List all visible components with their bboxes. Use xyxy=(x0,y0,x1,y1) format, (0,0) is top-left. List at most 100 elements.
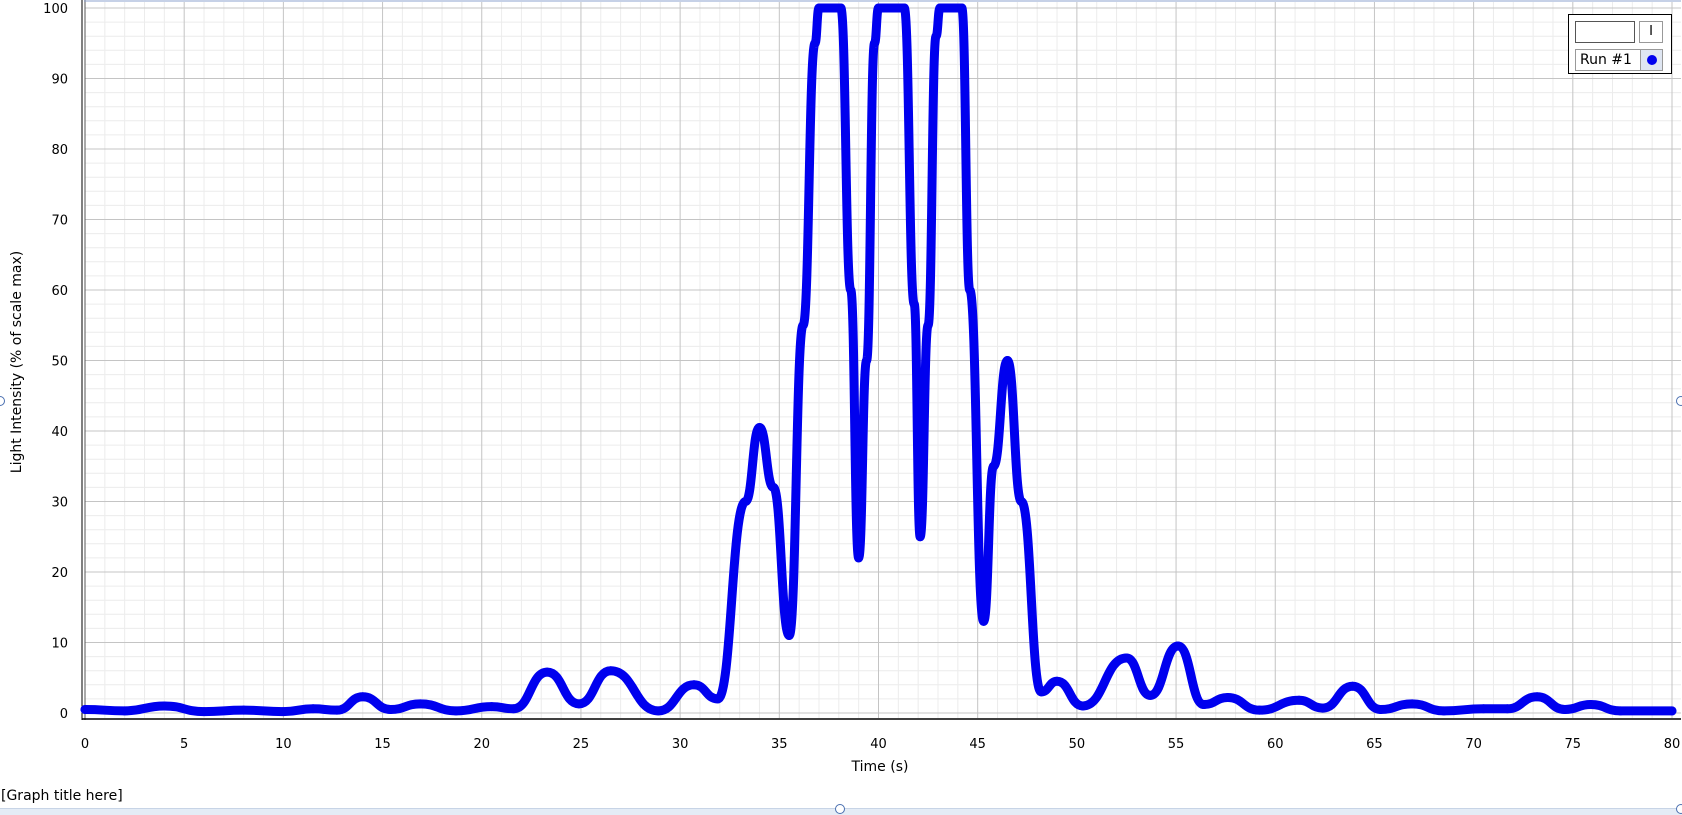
resize-handle-bottom-center[interactable] xyxy=(835,804,845,814)
data-point xyxy=(862,356,872,365)
x-tick-label: 30 xyxy=(672,737,689,752)
data-point xyxy=(1586,700,1596,710)
data-point xyxy=(909,299,919,309)
data-point xyxy=(854,553,864,563)
data-point xyxy=(1348,681,1358,691)
data-point xyxy=(1036,687,1046,697)
data-point xyxy=(810,38,820,48)
data-point xyxy=(358,692,368,702)
y-tick-label: 40 xyxy=(51,425,68,440)
series-points-run-1 xyxy=(80,3,1677,717)
data-point xyxy=(1254,705,1264,715)
x-tick-label: 10 xyxy=(275,737,292,752)
data-point xyxy=(989,461,999,471)
x-tick-label: 0 xyxy=(81,737,89,752)
data-point xyxy=(814,3,824,13)
legend-swatch-cell[interactable] xyxy=(1640,50,1662,70)
data-point xyxy=(689,680,699,690)
x-tick-label: 35 xyxy=(771,737,788,752)
data-point xyxy=(487,702,497,712)
y-tick-label: 50 xyxy=(51,355,68,370)
x-tick-label: 50 xyxy=(1069,737,1086,752)
data-point xyxy=(1532,692,1542,702)
x-tick-label: 65 xyxy=(1366,737,1383,752)
data-point xyxy=(1439,706,1449,716)
legend[interactable]: I Run #1 xyxy=(1568,14,1672,74)
data-point xyxy=(1016,497,1026,506)
data-point xyxy=(199,707,209,717)
x-tick-label: 20 xyxy=(473,737,490,752)
data-point xyxy=(574,699,584,709)
legend-blank-cell xyxy=(1575,21,1635,43)
data-point xyxy=(935,3,945,13)
data-point xyxy=(784,630,794,640)
data-point xyxy=(508,704,518,714)
data-point xyxy=(451,706,461,716)
y-tick-label: 70 xyxy=(51,214,68,229)
data-point xyxy=(278,707,288,717)
legend-column-header: I xyxy=(1639,21,1663,43)
major-gridlines xyxy=(84,2,1681,718)
data-point xyxy=(846,285,856,295)
y-tick-label: 100 xyxy=(43,2,68,17)
legend-label: Run #1 xyxy=(1580,52,1632,68)
series-marker-icon xyxy=(1647,55,1657,65)
data-point xyxy=(653,706,663,716)
data-point xyxy=(915,532,925,542)
x-tick-label: 60 xyxy=(1267,737,1284,752)
data-point xyxy=(1560,704,1570,714)
data-point xyxy=(899,3,909,13)
data-point xyxy=(332,705,342,715)
data-point xyxy=(1052,676,1062,686)
graph-title[interactable]: [Graph title here] xyxy=(1,788,123,804)
data-point xyxy=(239,705,249,715)
x-tick-labels: 0 5 10 15 20 25 30 35 40 45 50 55 60 65 70 75 80 xyxy=(81,737,1680,752)
data-point xyxy=(1223,692,1233,702)
x-tick-label: 25 xyxy=(573,737,590,752)
y-tick-label: 30 xyxy=(51,496,68,511)
data-point xyxy=(713,694,723,704)
data-point xyxy=(1145,690,1155,700)
data-point xyxy=(957,3,967,13)
data-point xyxy=(798,320,808,330)
data-point xyxy=(159,701,169,711)
data-point xyxy=(1002,356,1012,365)
data-point xyxy=(965,285,975,295)
data-point xyxy=(385,704,395,714)
data-point xyxy=(923,320,933,330)
data-point xyxy=(606,666,616,676)
data-point xyxy=(979,616,989,626)
y-tick-label: 10 xyxy=(51,637,68,652)
data-point xyxy=(1479,704,1489,714)
resize-handle-bottom-right[interactable] xyxy=(1676,804,1682,814)
x-tick-label: 5 xyxy=(180,737,188,752)
x-tick-label: 75 xyxy=(1565,737,1582,752)
data-point xyxy=(1502,704,1512,714)
x-axis-title: Time (s) xyxy=(851,759,909,775)
resize-handle-right[interactable] xyxy=(1676,396,1682,406)
data-point xyxy=(931,31,941,41)
data-point xyxy=(308,704,318,714)
y-tick-label: 80 xyxy=(51,143,68,158)
data-point xyxy=(1173,641,1183,651)
y-tick-label: 60 xyxy=(51,284,68,299)
data-point xyxy=(1199,700,1209,710)
x-tick-label: 80 xyxy=(1664,737,1681,752)
data-point xyxy=(1078,701,1088,711)
data-point xyxy=(874,3,883,13)
y-tick-label: 90 xyxy=(51,73,68,88)
x-tick-label: 40 xyxy=(870,737,887,752)
data-point xyxy=(1667,706,1677,716)
y-tick-labels: 0 10 20 30 40 50 60 70 80 90 100 xyxy=(43,2,68,722)
x-tick-label: 55 xyxy=(1168,737,1185,752)
data-point xyxy=(542,667,552,677)
data-point xyxy=(1318,703,1328,713)
y-tick-label: 0 xyxy=(60,707,68,722)
x-tick-label: 45 xyxy=(969,737,986,752)
y-tick-label: 20 xyxy=(51,566,68,581)
x-tick-label: 70 xyxy=(1465,737,1482,752)
legend-entry-run-1[interactable]: Run #1 xyxy=(1575,49,1663,71)
data-point xyxy=(120,706,130,716)
axes xyxy=(81,0,1681,720)
